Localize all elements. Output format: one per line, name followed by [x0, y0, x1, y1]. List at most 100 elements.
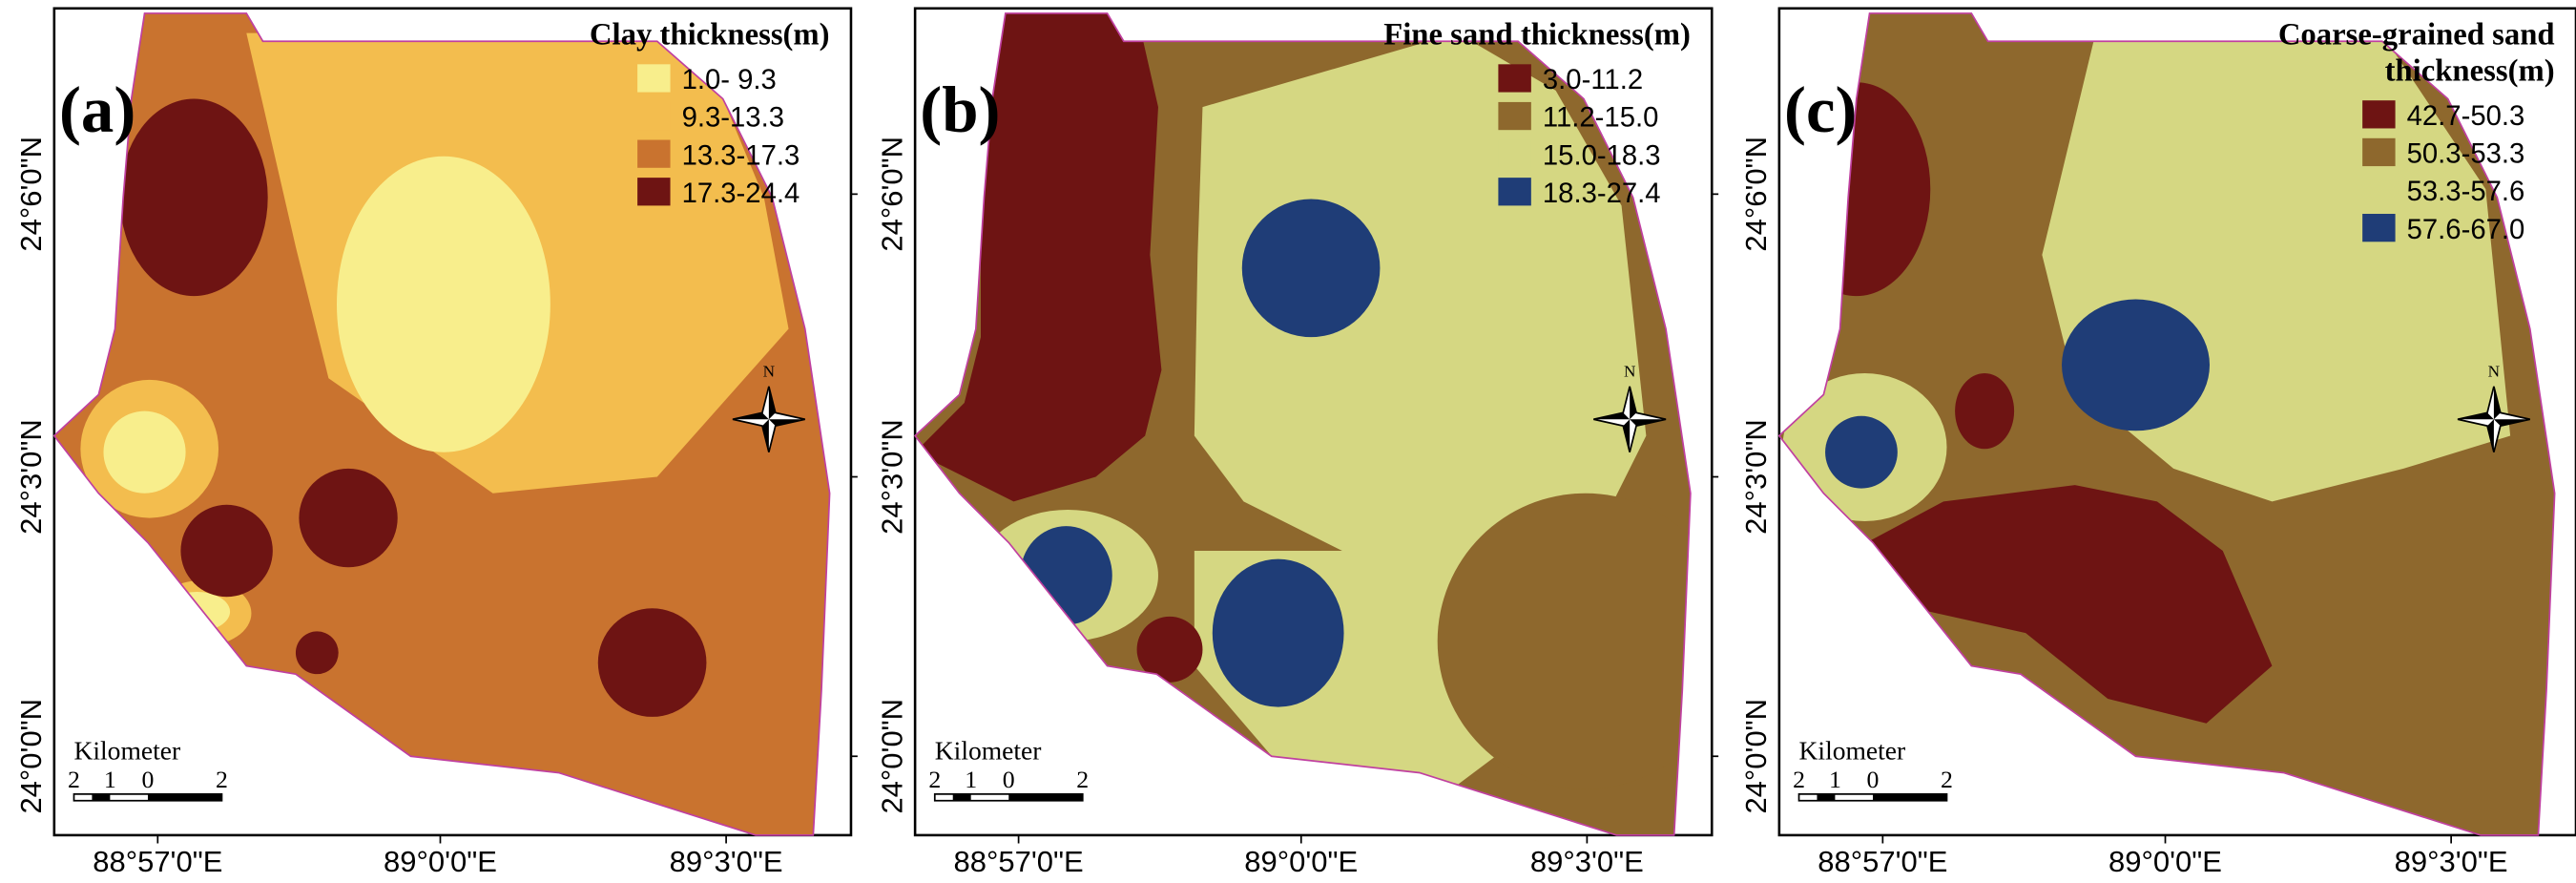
- arrow-star-dark: [1593, 386, 1667, 452]
- legend-label: 18.3-27.4: [1543, 179, 1661, 209]
- map-panel: (a) Clay thickness(m) 1.0- 9.3 9.3-13.3 13.3…: [14, 7, 858, 878]
- scale-label: 0: [1003, 766, 1015, 793]
- scale-label: 0: [1867, 766, 1880, 793]
- legend-swatch: [637, 64, 671, 93]
- zone: [1955, 373, 2015, 450]
- arrow-star-dark: [732, 386, 805, 452]
- y-tick-label: 24°0'0"N: [1739, 699, 1773, 814]
- scale-bar-fill: [1008, 793, 1083, 801]
- zone: [2062, 299, 2211, 431]
- x-tick-label: 89°0'0"E: [384, 845, 497, 878]
- scale-title: Kilometer: [1799, 736, 1906, 766]
- legend-label: 53.3-57.6: [2407, 177, 2525, 207]
- scale-label: 2: [1076, 766, 1089, 793]
- zone: [295, 631, 339, 675]
- y-tick-label: 24°0'0"N: [14, 699, 48, 814]
- x-tick-label: 89°3'0"E: [2395, 845, 2508, 878]
- x-tick-label: 88°57'0"E: [954, 845, 1084, 878]
- north-label: N: [763, 362, 776, 380]
- north-arrow: N: [732, 362, 805, 452]
- zone: [1437, 493, 1691, 789]
- zone: [1825, 415, 1898, 489]
- scale-bar-fill: [147, 793, 222, 801]
- legend-swatch: [2362, 214, 2396, 242]
- zone: [180, 504, 273, 598]
- legend-title: thickness(m): [2385, 54, 2555, 89]
- y-tick-label: 24°6'0"N: [1739, 137, 1773, 252]
- scale-label: 0: [142, 766, 155, 793]
- legend-label: 11.2-15.0: [1543, 103, 1659, 134]
- legend-title: Fine sand thickness(m): [1383, 18, 1691, 53]
- legend-label: 50.3-53.3: [2407, 139, 2525, 170]
- legend-label: 13.3-17.3: [682, 140, 800, 171]
- scale-bar-fill: [952, 793, 971, 801]
- x-tick-label: 89°3'0"E: [670, 845, 783, 878]
- zone: [336, 156, 551, 452]
- scale-label: 2: [928, 766, 941, 793]
- scale-title: Kilometer: [73, 736, 180, 766]
- north-label: N: [2488, 362, 2501, 380]
- zone: [915, 12, 1162, 502]
- zone: [1241, 199, 1381, 338]
- scale-bar-fill: [92, 793, 111, 801]
- zone: [299, 468, 398, 568]
- x-tick-label: 89°0'0"E: [2109, 845, 2222, 878]
- panel-label: (c): [1784, 74, 1857, 146]
- legend-swatch: [1498, 139, 1531, 168]
- y-tick-label: 24°6'0"N: [875, 137, 908, 252]
- panel-label: (a): [59, 74, 135, 146]
- x-tick-label: 89°3'0"E: [1530, 845, 1644, 878]
- legend-title: Clay thickness(m): [590, 18, 830, 53]
- legend-label: 15.0-18.3: [1543, 140, 1661, 171]
- legend-swatch: [2362, 100, 2396, 129]
- legend-title: Coarse-grained sand: [2278, 18, 2555, 53]
- legend-label: 3.0-11.2: [1543, 65, 1643, 95]
- north-label: N: [1624, 362, 1636, 380]
- legend-label: 17.3-24.4: [682, 179, 800, 209]
- north-arrow: N: [1593, 362, 1667, 452]
- study-boundary: [913, 12, 1692, 836]
- legend-swatch: [637, 178, 671, 206]
- legend-label: 42.7-50.3: [2407, 101, 2525, 132]
- legend-label: 1.0- 9.3: [682, 65, 777, 95]
- x-tick-label: 88°57'0"E: [93, 845, 222, 878]
- legend-swatch: [637, 139, 671, 168]
- legend-label: 57.6-67.0: [2407, 215, 2525, 245]
- map-panel: (b) Fine sand thickness(m) 3.0-11.2 11.2-15…: [875, 7, 1719, 878]
- legend-swatch: [2362, 137, 2396, 167]
- north-arrow: N: [2457, 362, 2530, 452]
- arrow-star: [1593, 386, 1667, 452]
- arrow-star: [2457, 386, 2530, 452]
- scale-label: 2: [216, 766, 228, 793]
- zone: [119, 98, 268, 297]
- zone: [597, 608, 707, 717]
- zones: [1778, 12, 2555, 835]
- study-boundary: [52, 12, 831, 836]
- y-tick-label: 24°6'0"N: [14, 137, 48, 252]
- y-tick-label: 24°3'0"N: [875, 419, 908, 535]
- scale-label: 2: [68, 766, 80, 793]
- scale-bar-fill: [1873, 793, 1947, 801]
- x-tick-label: 89°0'0"E: [1244, 845, 1358, 878]
- legend-swatch: [1498, 64, 1531, 93]
- zone: [103, 410, 186, 494]
- zone: [1136, 616, 1203, 683]
- y-tick-label: 24°0'0"N: [875, 699, 908, 814]
- y-tick-label: 24°3'0"N: [1739, 419, 1773, 535]
- legend-swatch: [1498, 101, 1531, 131]
- legend-swatch: [637, 101, 671, 131]
- legend-label: 9.3-13.3: [682, 103, 784, 134]
- panel-label: (b): [920, 74, 1000, 146]
- zones: [53, 12, 830, 835]
- scale-title: Kilometer: [935, 736, 1042, 766]
- scale-label: 2: [1793, 766, 1805, 793]
- study-boundary: [1777, 12, 2556, 836]
- scale-bar-fill: [1817, 793, 1836, 801]
- zone: [1819, 485, 2273, 724]
- legend-swatch: [2362, 176, 2396, 204]
- scale-label: 1: [965, 766, 977, 793]
- zone: [1212, 558, 1344, 707]
- legend-swatch: [1498, 178, 1531, 206]
